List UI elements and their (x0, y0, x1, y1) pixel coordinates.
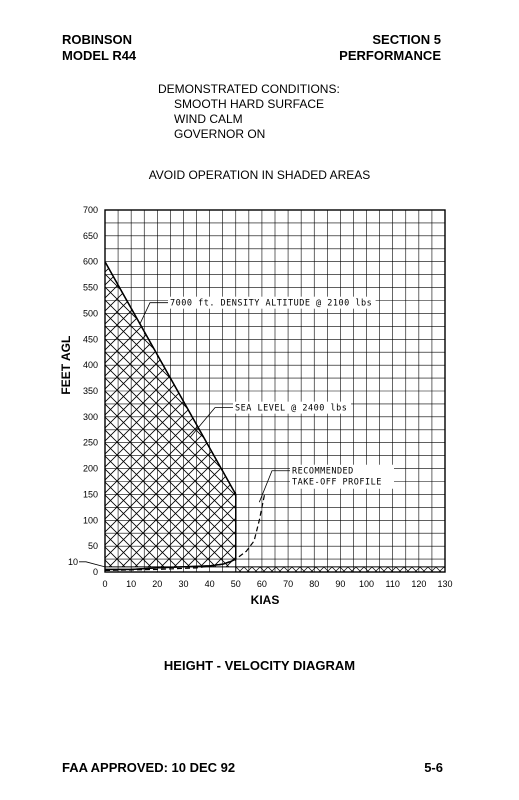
manufacturer: ROBINSON (62, 32, 133, 47)
x-tick-label: 0 (102, 579, 107, 589)
x-tick-label: 110 (386, 579, 400, 589)
y-tick-label: 10 (68, 557, 78, 567)
x-tick-label: 60 (257, 579, 267, 589)
faa-approval: FAA APPROVED: 10 DEC 92 (62, 760, 236, 775)
x-tick-label: 80 (309, 579, 319, 589)
annotation-background (290, 464, 394, 489)
y-tick-label: 150 (83, 489, 98, 499)
annotation-background (233, 401, 351, 414)
conditions-title: DEMONSTRATED CONDITIONS: (158, 82, 340, 96)
y-tick-label: 650 (83, 231, 98, 241)
annotation-leader (139, 302, 168, 324)
y-tick-label: 300 (83, 412, 98, 422)
annotation-background (168, 296, 376, 309)
x-tick-label: 90 (335, 579, 345, 589)
shaded-area (235, 566, 446, 573)
x-tick-label: 130 (437, 579, 452, 589)
height-velocity-chart: 0 10 20 30 40 50 60 70 80 90 100 110 120 130 0 10 50 100 1… (59, 205, 453, 607)
header-right: SECTION 5 PERFORMANCE (339, 32, 441, 64)
x-tick-label: 100 (359, 579, 374, 589)
annotations: 7000 ft. DENSITY ALTITUDE @ 2100 lbs SEA … (139, 296, 394, 503)
x-axis-label: KIAS (251, 593, 280, 607)
condition-item: WIND CALM (174, 112, 243, 126)
y-tick-label: 50 (88, 541, 98, 551)
y-tick-label: 500 (83, 308, 98, 318)
section-number: SECTION 5 (372, 32, 441, 47)
y-tick-label: 600 (83, 257, 98, 267)
y-tick-label: 0 (93, 567, 98, 577)
y-axis-label: FEET AGL (59, 336, 73, 395)
series-label: RECOMMENDED (292, 467, 354, 477)
series-label: SEA LEVEL @ 2400 lbs (235, 404, 347, 414)
y-tick-label: 700 (83, 205, 98, 215)
x-tick-label: 120 (411, 579, 426, 589)
series-line (104, 494, 266, 572)
y-tick-label: 550 (83, 283, 98, 293)
y-tick-label: 250 (83, 438, 98, 448)
y-tick-label: 100 (83, 515, 98, 525)
x-tick-label: 70 (283, 579, 293, 589)
series-line (104, 261, 237, 571)
y-tick-label: 350 (83, 386, 98, 396)
page-number: 5-6 (424, 760, 443, 775)
conditions-block: DEMONSTRATED CONDITIONS: SMOOTH HARD SUR… (158, 82, 340, 142)
annotation-leader (258, 470, 290, 503)
curves (104, 261, 266, 572)
y-tick-leader (79, 561, 106, 568)
tick-labels: 0 10 20 30 40 50 60 70 80 90 100 110 120 130 0 10 50 100 1… (68, 205, 453, 589)
model: MODEL R44 (62, 48, 137, 63)
header-left: ROBINSON MODEL R44 (62, 32, 136, 64)
condition-item: GOVERNOR ON (174, 127, 266, 141)
condition-item: SMOOTH HARD SURFACE (174, 97, 325, 111)
y-tick-label: 400 (83, 360, 98, 370)
y-tick-label: 200 (83, 464, 98, 474)
grid (104, 209, 446, 573)
x-tick-label: 40 (205, 579, 215, 589)
series-label: 7000 ft. DENSITY ALTITUDE @ 2100 lbs (170, 299, 372, 309)
shaded-areas (104, 259, 446, 573)
x-tick-label: 20 (152, 579, 162, 589)
x-tick-label: 10 (126, 579, 136, 589)
avoid-warning: AVOID OPERATION IN SHADED AREAS (148, 168, 371, 182)
diagram-caption: HEIGHT - VELOCITY DIAGRAM (163, 658, 356, 673)
series-label: TAKE-OFF PROFILE (292, 478, 382, 488)
annotation-leader (189, 407, 233, 438)
section-title: PERFORMANCE (339, 48, 441, 63)
x-tick-label: 30 (178, 579, 188, 589)
y-tick-label: 450 (83, 334, 98, 344)
x-tick-label: 50 (231, 579, 241, 589)
